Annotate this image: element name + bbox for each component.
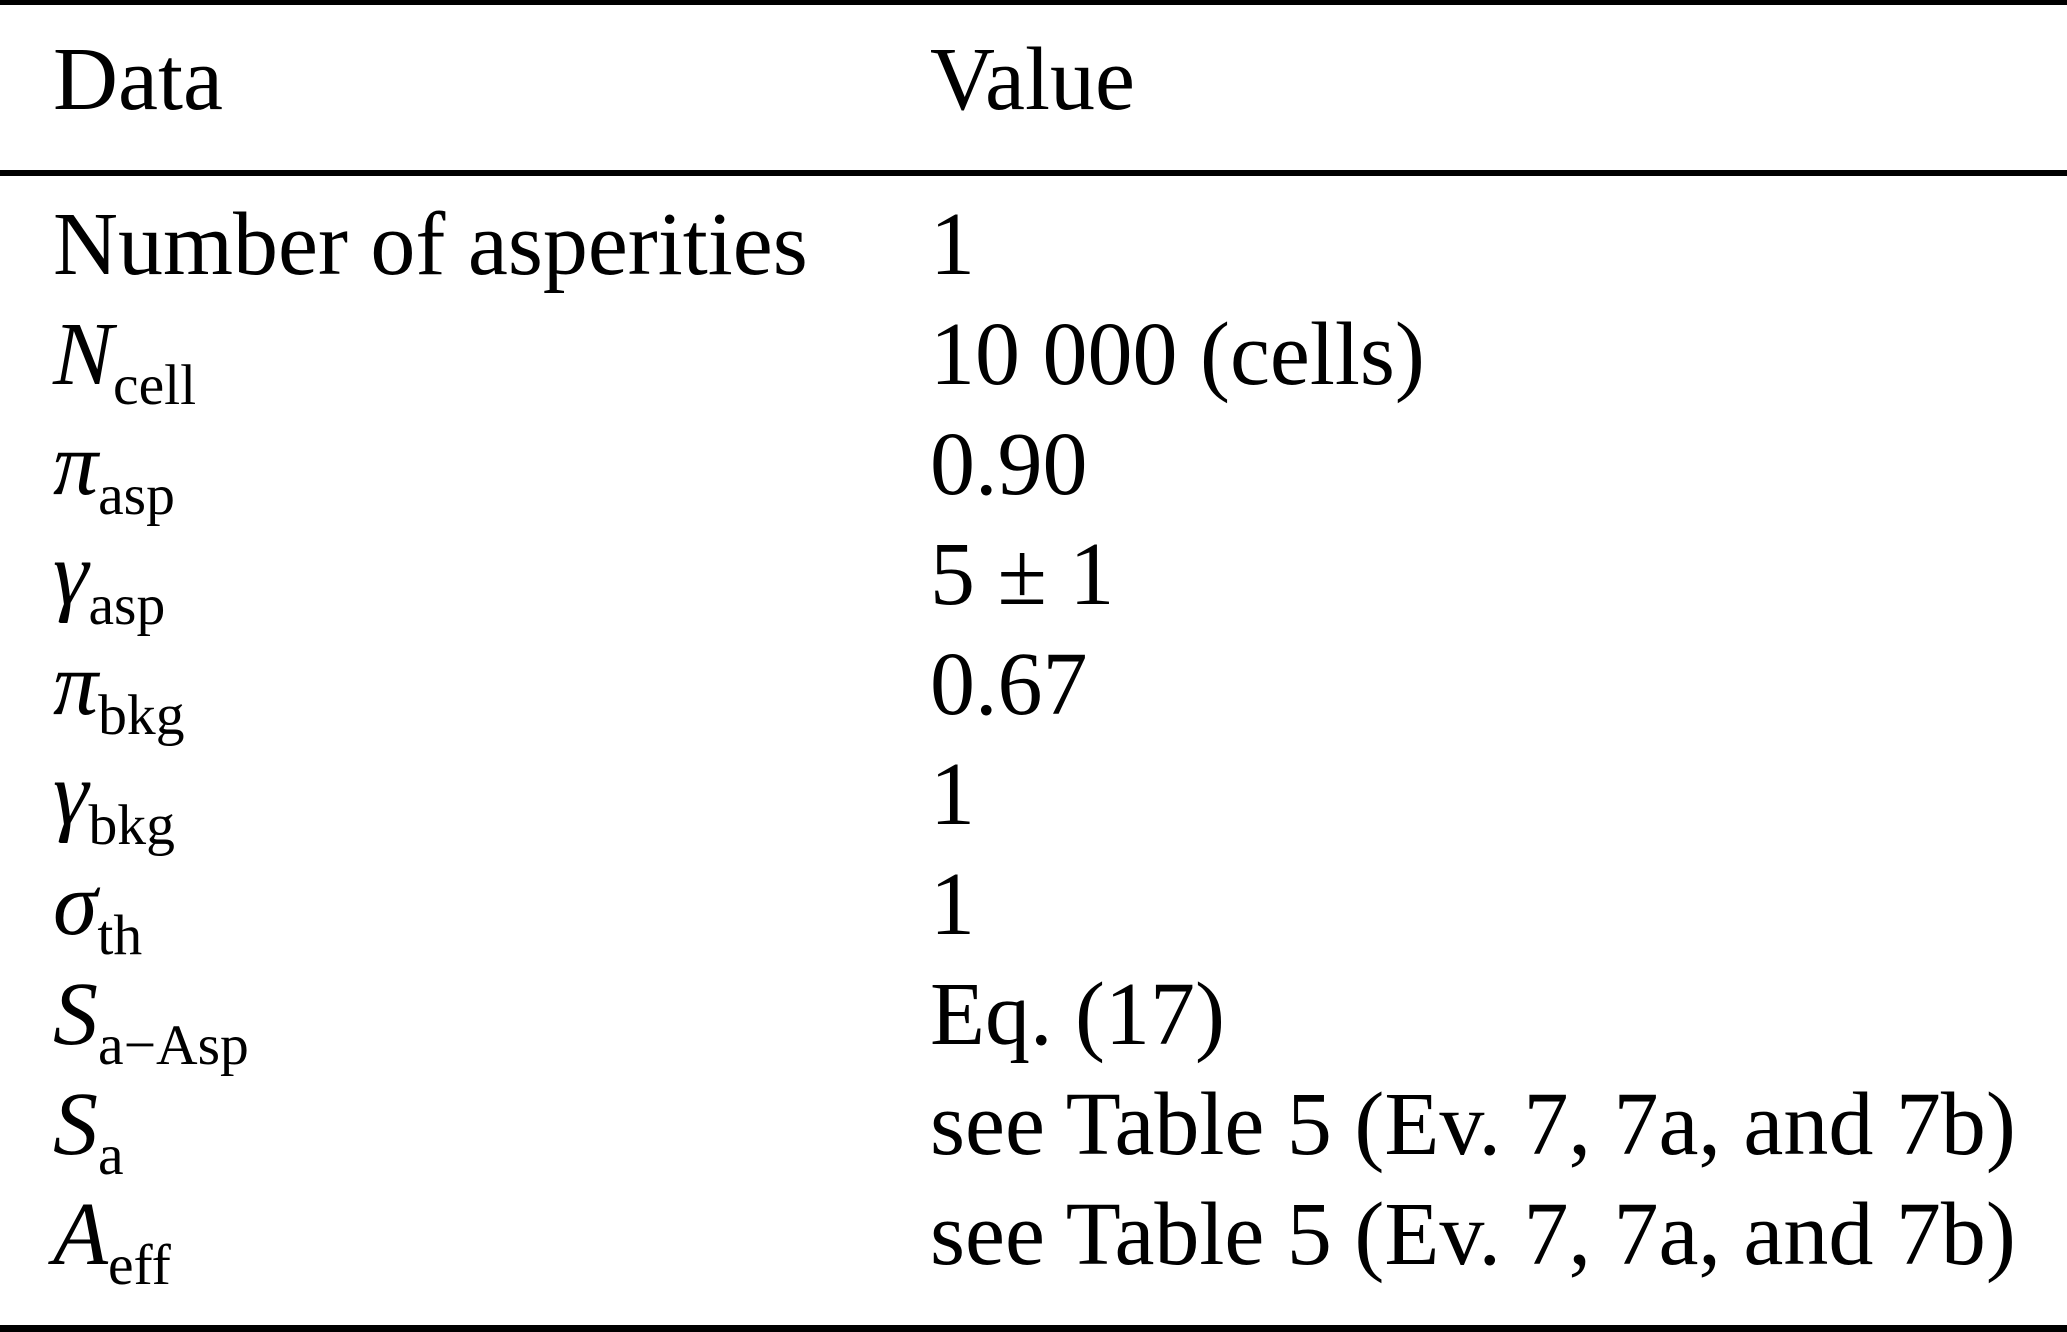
table-row: Number of asperities 1 (53, 190, 2067, 300)
row-value: Eq. (17) (930, 965, 1225, 1064)
row-label: Sa−Asp (53, 960, 930, 1074)
row-label-base: γ (53, 525, 89, 624)
row-label-subscript: cell (113, 354, 197, 418)
row-value: 5 ± 1 (930, 525, 1115, 624)
row-value: 10 000 (cells) (930, 305, 1425, 404)
row-label: Sa (53, 1070, 930, 1184)
column-header-data: Data (53, 30, 223, 129)
row-label-base: σ (53, 855, 98, 954)
row-label: γasp (53, 520, 930, 634)
row-value: see Table 5 (Ev. 7, 7a, and 7b) (930, 1185, 2016, 1284)
row-label-subscript: bkg (98, 684, 185, 748)
row-label-subscript: a−Asp (98, 1014, 249, 1078)
row-label: γbkg (53, 740, 930, 854)
row-label-base: A (53, 1185, 108, 1284)
row-label-subscript: asp (88, 574, 166, 638)
table-row: σth 1 (53, 850, 2067, 964)
row-label-base: S (53, 1075, 98, 1174)
table-row: Sa−Asp Eq. (17) (53, 960, 2067, 1074)
row-label: Number of asperities (53, 190, 930, 300)
row-value: 1 (930, 855, 975, 954)
row-label-subscript: asp (98, 464, 175, 528)
row-value: 0.90 (930, 415, 1088, 514)
table-row: πasp 0.90 (53, 410, 2067, 524)
row-label-base: Number of asperities (53, 195, 808, 294)
row-label-subscript: eff (107, 1234, 171, 1298)
row-value: 0.67 (930, 635, 1088, 734)
column-header-value: Value (930, 30, 1135, 129)
row-label: σth (53, 850, 930, 964)
row-label-subscript: bkg (88, 794, 175, 858)
row-value: 1 (930, 195, 975, 294)
row-label-base: γ (53, 745, 89, 844)
row-label-subscript: th (97, 904, 143, 968)
table-body: Number of asperities 1 Ncell 10 000 (cel… (0, 176, 2067, 1325)
row-label: Ncell (53, 300, 930, 414)
row-label: Aeff (53, 1180, 930, 1294)
table-row: γasp 5 ± 1 (53, 520, 2067, 634)
row-label: πbkg (53, 630, 930, 744)
row-label-base: π (53, 635, 99, 734)
table-row: γbkg 1 (53, 740, 2067, 854)
row-value: 1 (930, 745, 975, 844)
table-row: Sa see Table 5 (Ev. 7, 7a, and 7b) (53, 1070, 2067, 1184)
table-row: Ncell 10 000 (cells) (53, 300, 2067, 414)
table-row: πbkg 0.67 (53, 630, 2067, 744)
row-label-subscript: a (98, 1124, 124, 1188)
table-row: Aeff see Table 5 (Ev. 7, 7a, and 7b) (53, 1180, 2067, 1294)
row-label-base: S (53, 965, 98, 1064)
row-label-base: N (53, 305, 114, 404)
table-header-row: Data Value (0, 5, 2067, 176)
row-value: see Table 5 (Ev. 7, 7a, and 7b) (930, 1075, 2016, 1174)
row-label-base: π (53, 415, 99, 514)
row-label: πasp (53, 410, 930, 524)
